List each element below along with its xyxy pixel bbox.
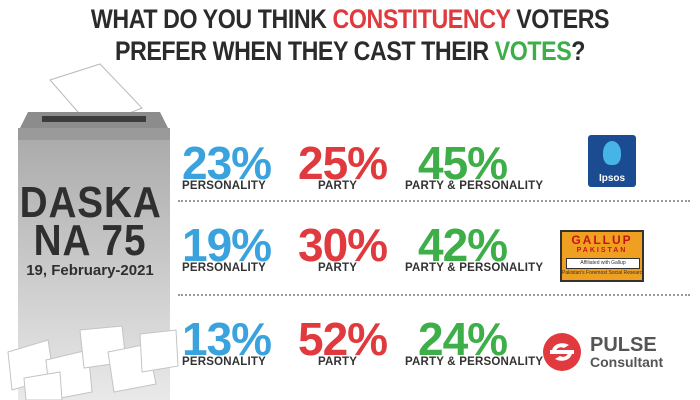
row3-party-personality-value: 24% — [418, 313, 508, 365]
ipsos-mark-icon — [603, 141, 621, 165]
ipsos-logo-text: Ipsos — [598, 173, 626, 184]
row1-party-label: PARTY — [318, 180, 358, 192]
ipsos-logo: Ipsos — [588, 135, 636, 187]
title-highlight-votes: VOTES — [494, 36, 572, 66]
title-part: ? — [571, 36, 586, 66]
gallup-tagline-text: Pakistan's Foremost Social Research Lab — [562, 270, 642, 276]
row2-party-personality-value: 42% — [418, 219, 508, 271]
row2-personality-value: 19% — [182, 219, 272, 271]
row3-party-label: PARTY — [318, 356, 358, 368]
row1-party-personality-label: PARTY & PERSONALITY — [405, 180, 544, 192]
ballot-date-label: 19, February-2021 — [26, 262, 154, 279]
gallup-logo-text: GALLUP — [571, 233, 633, 247]
title-part: PREFER WHEN THEY CAST THEIR — [114, 36, 495, 66]
row2-party-label: PARTY — [318, 262, 358, 274]
row2-personality-label: PERSONALITY — [182, 262, 266, 274]
pulse-logo-title: PULSE — [590, 334, 657, 356]
pulse-logo-icon — [543, 333, 581, 371]
row3-personality-value: 13% — [182, 313, 272, 365]
row1-party-value: 25% — [298, 137, 388, 189]
ballot-constituency-label: NA 75 — [33, 216, 147, 265]
row1-party-personality-value: 45% — [418, 137, 508, 189]
row2-party-personality-label: PARTY & PERSONALITY — [405, 262, 544, 274]
row1-personality-value: 23% — [182, 137, 272, 189]
row3-party-value: 52% — [298, 313, 388, 365]
chart-title-line-1: WHAT DO YOU THINK CONSTITUENCY VOTERS — [49, 4, 651, 35]
gallup-country-text: PAKISTAN — [576, 247, 628, 254]
row1-personality-label: PERSONALITY — [182, 180, 266, 192]
title-highlight-constituency: CONSTITUENCY — [332, 4, 511, 34]
gallup-pakistan-logo: GALLUP PAKISTAN Affiliated with Gallup I… — [560, 230, 644, 282]
chart-title-line-2: PREFER WHEN THEY CAST THEIR VOTES? — [49, 36, 651, 67]
row3-party-personality-label: PARTY & PERSONALITY — [405, 356, 544, 368]
pulse-logo-subtitle: Consultant — [590, 354, 664, 370]
gallup-affiliation-text: Affiliated with Gallup International — [566, 258, 640, 269]
ballot-place-label: DASKA — [19, 178, 162, 227]
row-divider — [178, 200, 690, 202]
title-part: VOTERS — [510, 4, 610, 34]
row2-party-value: 30% — [298, 219, 388, 271]
row-divider — [178, 294, 690, 296]
title-part: WHAT DO YOU THINK — [90, 4, 333, 34]
ballot-box-illustration — [7, 63, 179, 400]
row3-personality-label: PERSONALITY — [182, 356, 266, 368]
